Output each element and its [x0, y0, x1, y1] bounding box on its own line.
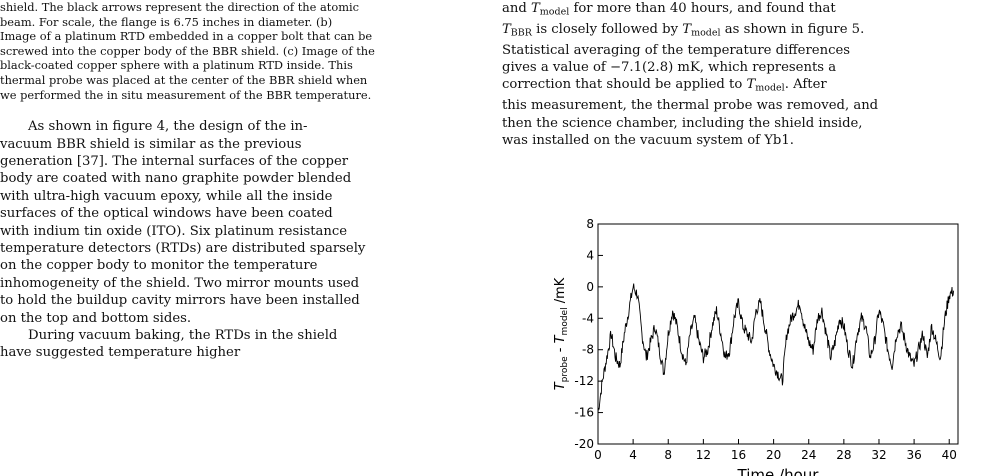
- x-axis-label: Time /hour: [737, 466, 820, 476]
- paragraph-vacuum-baking: During vacuum baking, the RTDs in the sh…: [0, 327, 472, 362]
- text-line: TBBR is closely followed by Tmodel as sh…: [502, 21, 865, 39]
- text-line: gives a value of −7.1(2.8) mK, which rep…: [502, 59, 837, 75]
- text-line: inhomogeneity of the shield. Two mirror …: [0, 275, 360, 291]
- x-tick-label: 32: [871, 448, 886, 462]
- caption-line: thermal probe was placed at the center o…: [0, 72, 368, 87]
- text-line: As shown in figure 4, the design of the …: [28, 119, 308, 135]
- x-tick-label: 4: [629, 448, 637, 462]
- paragraph-measurement: and Tmodel for more than 40 hours, and f…: [502, 0, 985, 149]
- x-tick-label: 8: [664, 448, 672, 462]
- text-line: During vacuum baking, the RTDs in the sh…: [28, 328, 338, 344]
- y-axis-label: Tprobe - Tmodel /mK: [553, 277, 570, 390]
- x-tick-label: 28: [836, 448, 851, 462]
- x-tick-label: 20: [766, 448, 781, 462]
- paragraph-shield-design: As shown in figure 4, the design of the …: [0, 118, 472, 327]
- text-line: have suggested temperature higher: [0, 345, 241, 361]
- y-tick-label: 0: [586, 280, 594, 294]
- text-line: to hold the buildup cavity mirrors have …: [0, 293, 360, 309]
- text-line: this measurement, the thermal probe was …: [502, 98, 879, 114]
- y-tick-label: -12: [574, 374, 594, 388]
- text-line: generation [37]. The internal surfaces o…: [0, 153, 349, 169]
- figure-caption: shield. The black arrows represent the d…: [0, 0, 472, 102]
- x-tick-label: 40: [942, 448, 957, 462]
- x-tick-label: 0: [594, 448, 602, 462]
- caption-line: Image of a platinum RTD embedded in a co…: [0, 29, 373, 44]
- text-line: correction that should be applied to Tmo…: [502, 77, 827, 94]
- text-line: surfaces of the optical windows have bee…: [0, 206, 333, 222]
- text-line: vacuum BBR shield is similar as the prev…: [0, 136, 302, 152]
- text-line: on the top and bottom sides.: [0, 310, 192, 326]
- right-column: and Tmodel for more than 40 hours, and f…: [502, 0, 985, 149]
- text-line: on the copper body to monitor the temper…: [0, 258, 318, 274]
- caption-line: black-coated copper sphere with a platin…: [0, 58, 353, 73]
- x-tick-label: 36: [906, 448, 921, 462]
- series-line: [597, 283, 955, 413]
- y-tick-label: -20: [574, 437, 594, 451]
- x-tick-label: 16: [731, 448, 746, 462]
- caption-line: screwed into the copper body of the BBR …: [0, 43, 375, 58]
- y-tick-label: -16: [574, 406, 594, 420]
- text-line: then the science chamber, including the …: [502, 115, 863, 131]
- y-tick-label: 4: [586, 248, 594, 262]
- caption-line: we performed the in situ measurement of …: [0, 87, 372, 102]
- plot-frame: [597, 223, 959, 445]
- text-line: and Tmodel for more than 40 hours, and f…: [502, 1, 836, 18]
- text-line: was installed on the vacuum system of Yb…: [502, 132, 794, 148]
- y-axis-ticks: 8 4 0 -4 -8 -12 -16 -20: [574, 217, 603, 451]
- caption-line: shield. The black arrows represent the d…: [0, 0, 360, 14]
- text-line: body are coated with nano graphite powde…: [0, 171, 352, 187]
- y-tick-label: -4: [582, 311, 594, 325]
- y-tick-label: -8: [582, 343, 594, 357]
- temperature-difference-chart: 840-4-8-12-16-20 0 4 8 12 16 20 24 28 32 36 40 Tpr…: [553, 217, 959, 476]
- x-tick-label: 24: [801, 448, 816, 462]
- text-line: with ultra-high vacuum epoxy, while all …: [0, 188, 333, 204]
- left-column: shield. The black arrows represent the d…: [0, 0, 472, 362]
- y-tick-label: 8: [586, 217, 594, 231]
- text-line: Statistical averaging of the temperature…: [502, 42, 851, 58]
- text-line: temperature detectors (RTDs) are distrib…: [0, 241, 366, 256]
- caption-line: beam. For scale, the flange is 6.75 inch…: [0, 14, 333, 29]
- x-axis-ticks: 0 4 8 12 16 20 24 28 32 36 40: [594, 439, 957, 462]
- text-line: with indium tin oxide (ITO). Six platinu…: [0, 223, 348, 239]
- x-tick-label: 12: [696, 448, 711, 462]
